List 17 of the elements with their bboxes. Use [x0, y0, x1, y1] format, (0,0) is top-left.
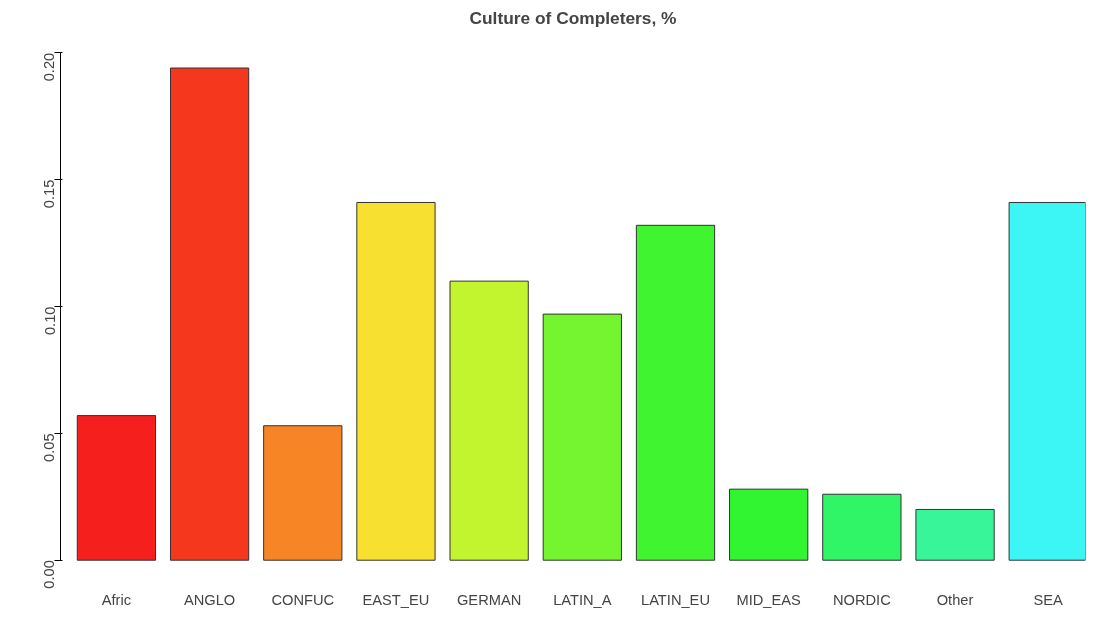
chart-title: Culture of Completers, %	[469, 7, 677, 28]
y-tick-label: 0.20	[41, 52, 58, 82]
x-tick-label: Other	[936, 591, 974, 608]
y-tick-label: 0.00	[41, 560, 58, 589]
x-tick-label: NORDIC	[832, 591, 892, 608]
y-tick-label: 0.10	[41, 306, 58, 336]
x-tick-label: SEA	[1033, 591, 1064, 608]
x-tick-label: ANGLO	[183, 591, 236, 608]
x-tick-label: Afric	[101, 591, 132, 608]
x-tick-label: MID_EAS	[736, 591, 802, 608]
x-tick-label: LATIN_EU	[641, 591, 710, 608]
x-tick-label: EAST_EU	[362, 591, 430, 608]
x-tick-label: LATIN_A	[553, 591, 612, 608]
y-tick-label: 0.05	[41, 433, 58, 462]
x-tick-label: CONFUC	[271, 591, 335, 608]
x-tick-label: GERMAN	[456, 591, 522, 608]
y-tick-label: 0.15	[41, 179, 58, 209]
